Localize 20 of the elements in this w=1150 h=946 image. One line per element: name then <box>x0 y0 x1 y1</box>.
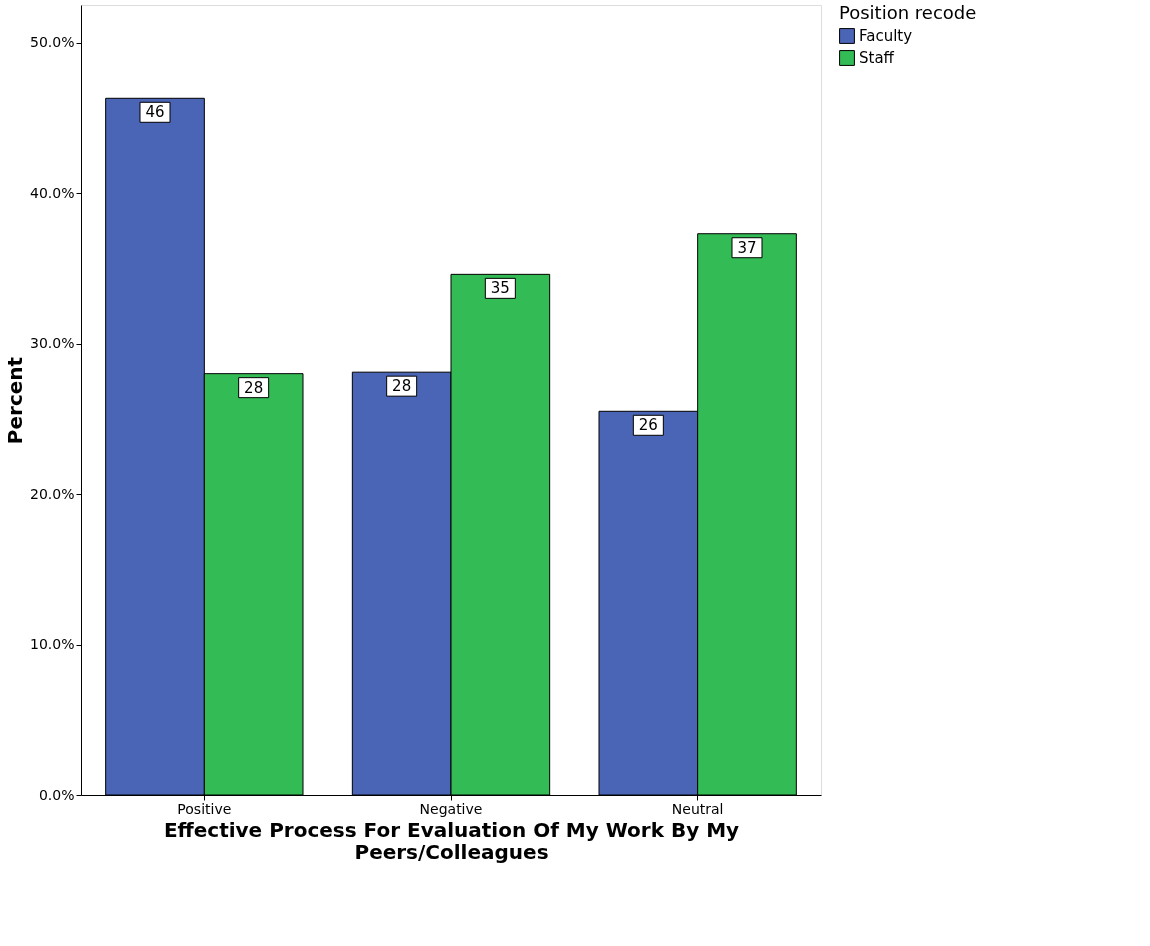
y-axis-title: Percent <box>3 356 28 445</box>
x-tick-label: Negative <box>419 800 483 817</box>
legend-title: Position recode <box>839 2 977 23</box>
y-tick-label: 20.0% <box>30 485 75 502</box>
legend-label: Faculty <box>859 27 913 45</box>
x-axis-title: Effective Process For Evaluation Of My Work By My Peers/Colleagues <box>163 817 740 864</box>
data-label: 35 <box>490 279 510 298</box>
y-tick-label: 10.0% <box>30 636 75 653</box>
x-tick-label: Positive <box>177 800 232 817</box>
y-tick-label: 0.0% <box>38 786 75 803</box>
x-tick-label: Neutral <box>671 800 724 817</box>
y-tick-label: 40.0% <box>30 184 75 201</box>
y-tick-label: 30.0% <box>30 335 75 352</box>
data-label: 37 <box>737 238 757 257</box>
legend-label: Staff <box>859 49 895 67</box>
y-tick-label: 50.0% <box>30 34 75 51</box>
data-label: 46 <box>145 103 165 122</box>
data-label: 28 <box>392 377 412 396</box>
data-label: 28 <box>244 378 264 397</box>
data-label: 26 <box>638 416 658 435</box>
